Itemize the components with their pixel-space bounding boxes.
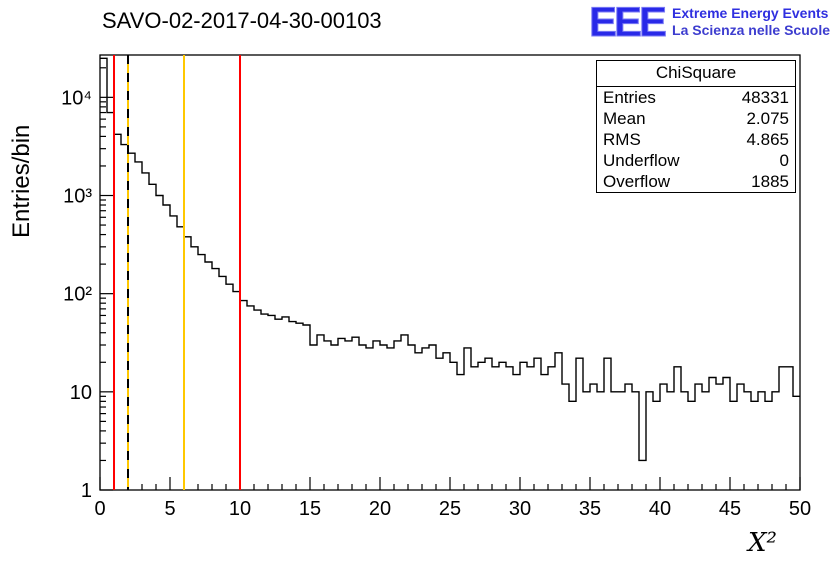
stats-label: Mean <box>603 109 646 128</box>
y-axis-ticks: 1 10 10² 10³ 10⁴ <box>61 67 113 502</box>
x-tick-label: 30 <box>509 498 531 520</box>
stats-row: RMS 4.865 <box>597 129 795 150</box>
x-tick-label: 20 <box>369 498 391 520</box>
stats-row: Mean 2.075 <box>597 108 795 129</box>
x-tick-label: 45 <box>719 498 741 520</box>
chart-title: SAVO-02-2017-04-30-00103 <box>102 8 382 33</box>
y-tick-label: 10³ <box>63 186 92 208</box>
y-tick-label: 1 <box>81 480 92 502</box>
y-axis-title: Entries/bin <box>8 124 35 238</box>
eee-logo-line1: Extreme Energy Events <box>672 5 829 21</box>
x-tick-label: 25 <box>439 498 461 520</box>
eee-logo-text: Extreme Energy Events La Scienza nelle S… <box>672 2 830 39</box>
eee-logo: EEE Extreme Energy Events La Scienza nel… <box>588 0 830 45</box>
stats-value: 2.075 <box>746 109 789 128</box>
x-tick-label: 50 <box>789 498 811 520</box>
x-axis-title: X² <box>748 528 777 558</box>
x-tick-label: 0 <box>94 498 105 520</box>
stats-box: ChiSquare Entries 48331 Mean 2.075 RMS 4… <box>596 60 796 193</box>
x-axis-ticks: 0 5 10 15 20 25 30 35 40 45 50 <box>94 477 811 520</box>
x-tick-label: 40 <box>649 498 671 520</box>
stats-row: Underflow 0 <box>597 150 795 171</box>
stats-label: Underflow <box>603 151 680 170</box>
stats-box-title: ChiSquare <box>597 61 795 87</box>
x-tick-label: 15 <box>299 498 321 520</box>
histogram-series <box>100 57 800 462</box>
stats-label: Overflow <box>603 172 671 191</box>
y-tick-label: 10² <box>63 284 92 306</box>
stats-row: Overflow 1885 <box>597 171 795 192</box>
stats-label: RMS <box>603 130 641 149</box>
histogram-step-line <box>100 57 800 462</box>
x-tick-label: 5 <box>164 498 175 520</box>
eee-logo-line2: La Scienza nelle Scuole <box>672 22 830 38</box>
x-tick-label: 35 <box>579 498 601 520</box>
y-tick-label: 10⁴ <box>61 87 92 109</box>
stats-value: 0 <box>779 151 789 170</box>
stats-value: 4.865 <box>746 130 789 149</box>
eee-logo-letters: EEE <box>588 0 667 45</box>
stats-value: 1885 <box>751 172 789 191</box>
y-tick-label: 10 <box>70 382 92 404</box>
stats-row: Entries 48331 <box>597 87 795 108</box>
stats-label: Entries <box>603 88 656 107</box>
marker-lines <box>113 55 241 490</box>
x-tick-label: 10 <box>229 498 251 520</box>
stats-value: 48331 <box>741 88 789 107</box>
